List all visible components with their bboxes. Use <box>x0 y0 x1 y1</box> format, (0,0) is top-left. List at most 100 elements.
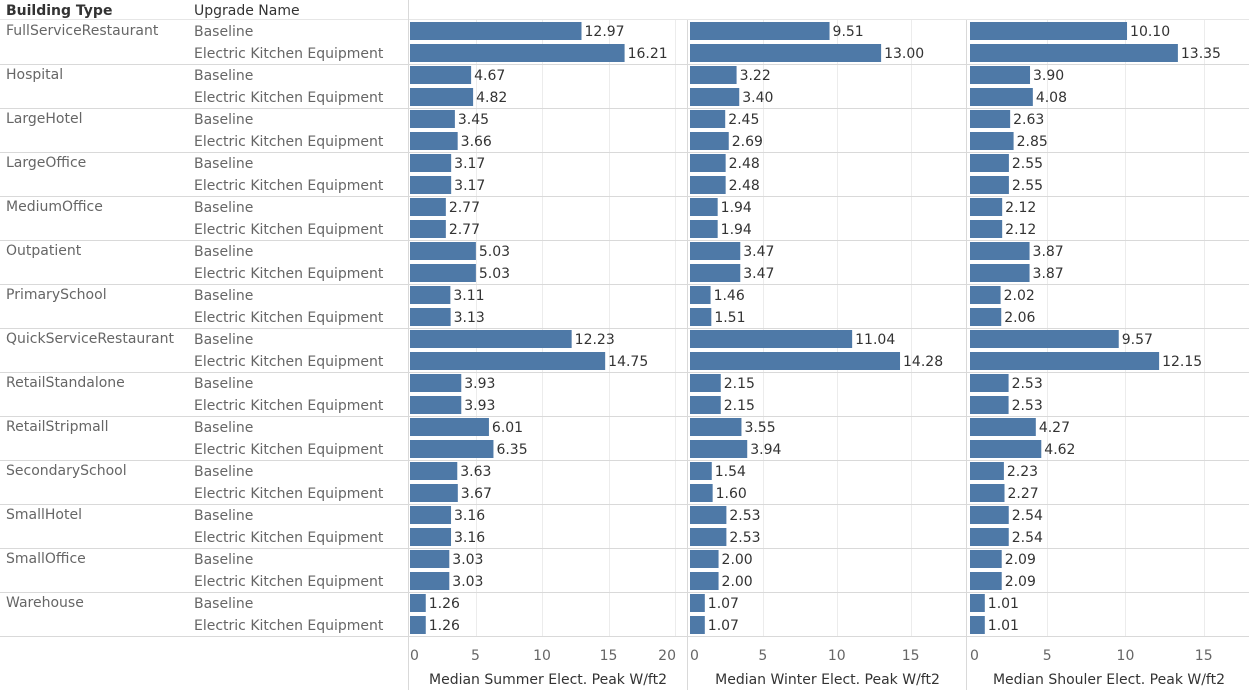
bar <box>970 176 1009 194</box>
upgrade-name-label: Baseline <box>194 156 253 172</box>
bar-value-label: 2.23 <box>1007 464 1038 480</box>
bar <box>410 220 446 238</box>
bar <box>690 220 718 238</box>
bar <box>410 616 426 634</box>
tick-label: 10 <box>1117 648 1135 664</box>
bar-value-label: 2.85 <box>1017 134 1048 150</box>
bar-value-label: 13.00 <box>884 46 924 62</box>
bar-value-label: 6.01 <box>492 420 523 436</box>
bar <box>690 396 721 414</box>
bar-value-label: 2.77 <box>449 222 480 238</box>
bar-value-label: 4.82 <box>476 90 507 106</box>
bar <box>970 550 1002 568</box>
bar-value-label: 1.01 <box>988 618 1019 634</box>
bar <box>410 44 625 62</box>
upgrade-name-label: Baseline <box>194 420 253 436</box>
bar-value-label: 2.45 <box>728 112 759 128</box>
bar <box>970 616 985 634</box>
bar <box>410 88 474 106</box>
bar-value-label: 2.00 <box>722 552 753 568</box>
x-axis-title: Median Summer Elect. Peak W/ft2 <box>429 672 667 688</box>
bar-value-label: 2.48 <box>729 156 760 172</box>
bar-value-label: 13.35 <box>1181 46 1221 62</box>
bar-value-label: 3.13 <box>454 310 485 326</box>
bar-value-label: 2.69 <box>732 134 763 150</box>
building-type-label: Hospital <box>6 67 63 83</box>
tick-label: 0 <box>410 648 419 664</box>
bar <box>970 198 1003 216</box>
bar-value-label: 2.02 <box>1004 288 1035 304</box>
bar-value-label: 3.87 <box>1033 266 1064 282</box>
bar-value-label: 3.16 <box>454 530 485 546</box>
bar <box>970 242 1030 260</box>
bar <box>410 330 572 348</box>
bar <box>970 132 1014 150</box>
upgrade-name-label: Electric Kitchen Equipment <box>194 618 384 634</box>
bar-value-label: 12.15 <box>1162 354 1202 370</box>
building-type-label: Outpatient <box>6 243 82 259</box>
bar <box>690 330 853 348</box>
bar-value-label: 9.51 <box>833 24 864 40</box>
bar-value-label: 5.03 <box>479 244 510 260</box>
bar-value-label: 1.60 <box>716 486 747 502</box>
building-type-label: Warehouse <box>6 595 84 611</box>
upgrade-name-label: Electric Kitchen Equipment <box>194 266 384 282</box>
upgrade-name-label: Baseline <box>194 288 253 304</box>
bar <box>410 176 452 194</box>
bar-value-label: 2.53 <box>729 530 760 546</box>
bar-value-label: 2.55 <box>1012 178 1043 194</box>
bar <box>970 396 1009 414</box>
upgrade-name-label: Electric Kitchen Equipment <box>194 354 384 370</box>
bar-value-label: 2.54 <box>1012 508 1043 524</box>
bar <box>690 132 729 150</box>
upgrade-name-label: Electric Kitchen Equipment <box>194 46 384 62</box>
upgrade-name-label: Baseline <box>194 508 253 524</box>
bar <box>690 198 718 216</box>
bar-value-label: 2.09 <box>1005 552 1036 568</box>
bar-value-label: 2.53 <box>1012 398 1043 414</box>
tick-label: 5 <box>758 648 767 664</box>
x-axis-title: Median Shouler Elect. Peak W/ft2 <box>993 672 1225 688</box>
bar <box>410 352 606 370</box>
bar <box>970 462 1004 480</box>
bar-value-label: 2.12 <box>1005 222 1036 238</box>
bar <box>970 572 1002 590</box>
bar-value-label: 1.07 <box>708 596 739 612</box>
bar <box>690 308 712 326</box>
bar-value-label: 2.53 <box>729 508 760 524</box>
bar <box>690 88 740 106</box>
upgrade-name-label: Electric Kitchen Equipment <box>194 222 384 238</box>
bar <box>690 352 901 370</box>
bar <box>410 594 426 612</box>
bar-value-label: 2.00 <box>722 574 753 590</box>
tick-label: 10 <box>828 648 846 664</box>
bar-value-label: 16.21 <box>628 46 668 62</box>
bar <box>970 330 1119 348</box>
bar-value-label: 2.09 <box>1005 574 1036 590</box>
bar <box>970 484 1005 502</box>
bar-value-label: 3.94 <box>750 442 781 458</box>
bar <box>690 528 727 546</box>
bar <box>690 550 719 568</box>
bar-value-label: 2.53 <box>1012 376 1043 392</box>
building-type-label: SmallOffice <box>6 551 86 567</box>
bar-value-label: 2.77 <box>449 200 480 216</box>
bar-value-label: 1.51 <box>714 310 745 326</box>
bar-value-label: 5.03 <box>479 266 510 282</box>
bar-value-label: 1.46 <box>714 288 745 304</box>
building-type-label: SecondarySchool <box>6 463 127 479</box>
bar <box>970 220 1003 238</box>
bar <box>690 176 726 194</box>
building-type-label: PrimarySchool <box>6 287 107 303</box>
upgrade-name-label: Electric Kitchen Equipment <box>194 178 384 194</box>
bar <box>690 22 830 40</box>
upgrade-name-label: Electric Kitchen Equipment <box>194 134 384 150</box>
bar-value-label: 1.26 <box>429 596 460 612</box>
bar <box>410 308 451 326</box>
bar <box>690 66 737 84</box>
bar <box>690 440 748 458</box>
bar <box>410 440 494 458</box>
bar-value-label: 2.27 <box>1008 486 1039 502</box>
bar <box>410 132 458 150</box>
upgrade-name-header: Upgrade Name <box>194 3 300 19</box>
